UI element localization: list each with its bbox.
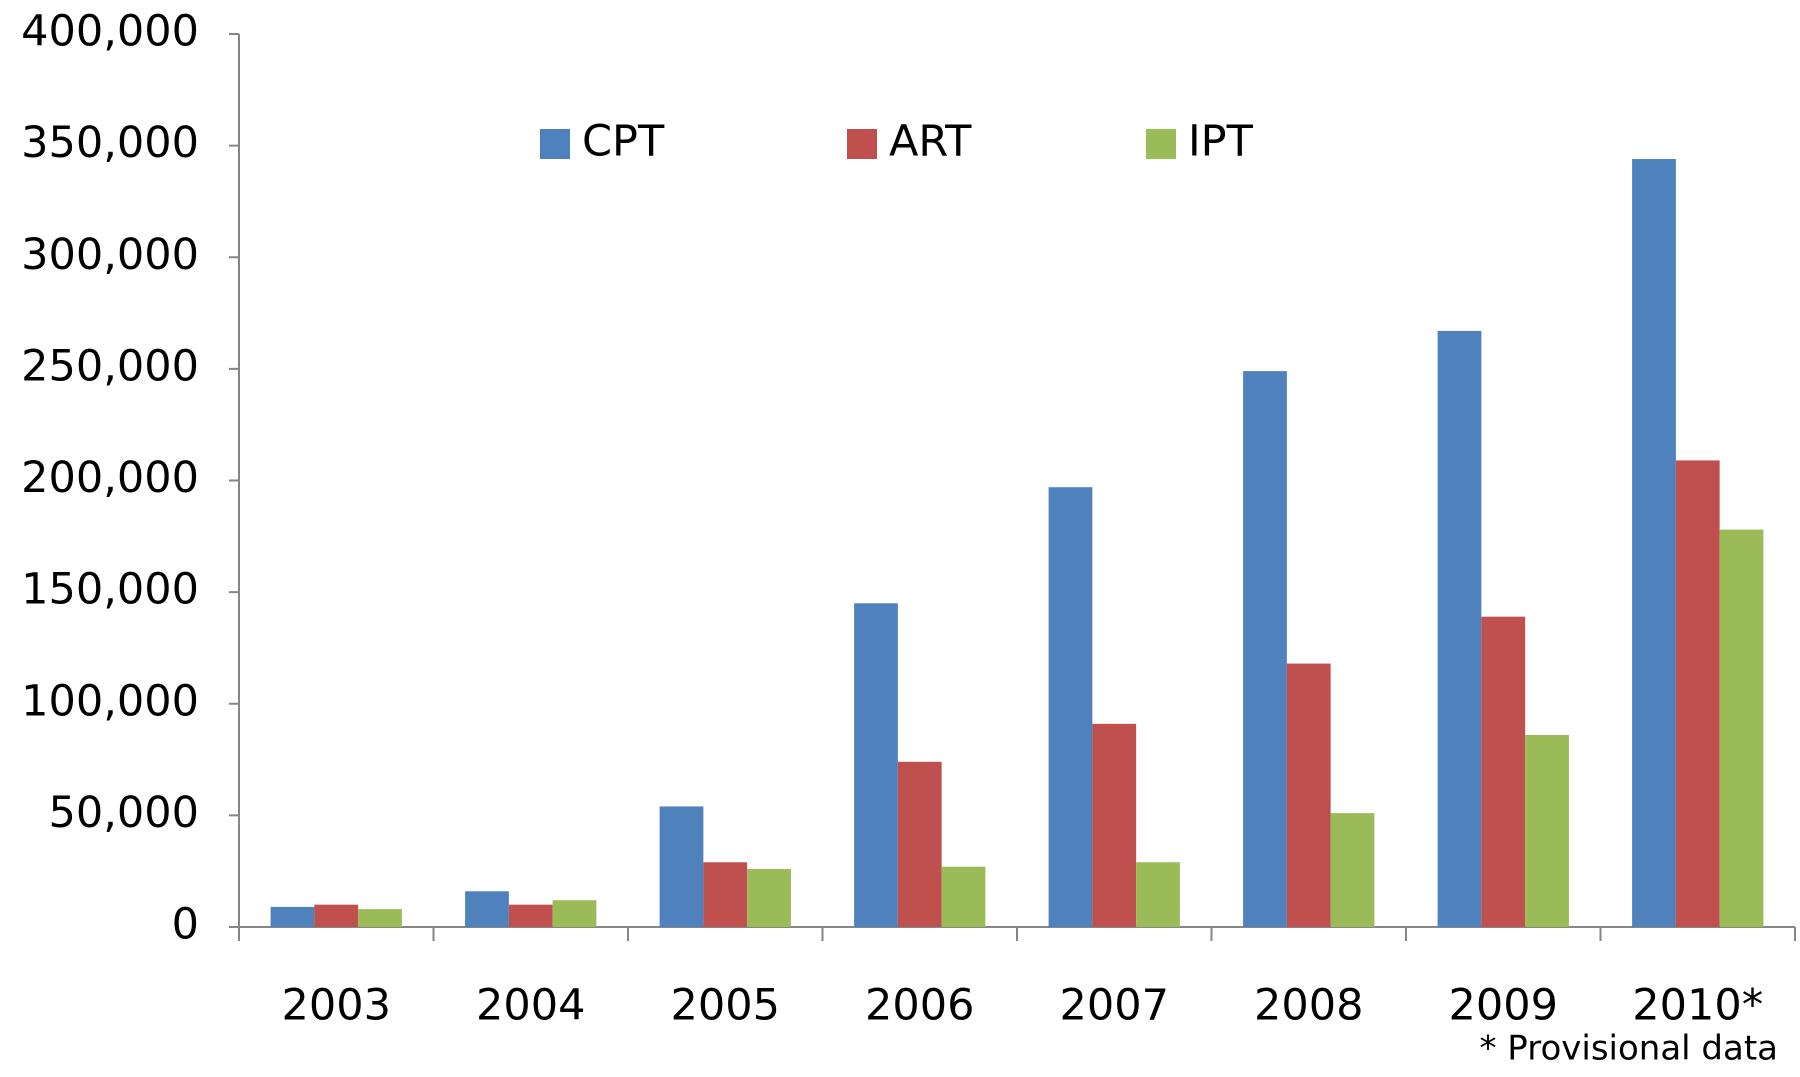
x-tick-label: 2004 [476, 981, 585, 1031]
y-tick-label: 300,000 [21, 230, 199, 280]
legend-swatch [1146, 129, 1176, 159]
bar [552, 900, 597, 927]
footnote: * Provisional data [1480, 1029, 1779, 1069]
x-tick-label: 2005 [671, 981, 780, 1031]
legend-swatch [540, 129, 570, 159]
x-tick-label: 2006 [865, 981, 974, 1031]
bar [747, 868, 791, 927]
y-tick-label: 0 [172, 900, 199, 950]
bar [508, 904, 553, 927]
bar [854, 603, 898, 927]
legend-swatch [847, 129, 877, 159]
bar [1330, 813, 1375, 927]
y-tick-label: 350,000 [21, 118, 199, 168]
y-tick-label: 100,000 [21, 676, 199, 726]
bar [897, 761, 942, 927]
x-tick-label: 2008 [1254, 981, 1363, 1031]
legend-label: IPT [1188, 117, 1254, 167]
y-tick-label: 400,000 [21, 7, 199, 57]
bar [659, 806, 704, 927]
y-tick-label: 50,000 [49, 788, 199, 838]
x-tick-label: 2003 [282, 981, 391, 1031]
bar [1437, 330, 1482, 927]
bar [1632, 159, 1676, 927]
x-tick-label: 2009 [1449, 981, 1558, 1031]
bar [1048, 487, 1093, 927]
bar [358, 909, 402, 927]
x-tick-label: 2007 [1060, 981, 1169, 1031]
bar [1481, 616, 1526, 927]
y-tick-label: 150,000 [21, 565, 199, 615]
bar [1243, 371, 1287, 927]
bar [1675, 460, 1720, 927]
legend-label: ART [889, 117, 972, 167]
y-tick-label: 250,000 [21, 341, 199, 391]
legend-label: CPT [582, 117, 665, 167]
bar [1136, 862, 1180, 927]
bar [270, 906, 315, 927]
bar [1525, 735, 1569, 927]
bar [1092, 723, 1137, 927]
bar [1719, 529, 1764, 927]
bar [314, 904, 359, 927]
bar [941, 866, 986, 927]
x-tick-label: 2010* [1632, 981, 1763, 1031]
bar [703, 862, 748, 927]
y-tick-label: 200,000 [21, 453, 199, 503]
bar [1286, 663, 1331, 927]
bar [465, 891, 509, 927]
